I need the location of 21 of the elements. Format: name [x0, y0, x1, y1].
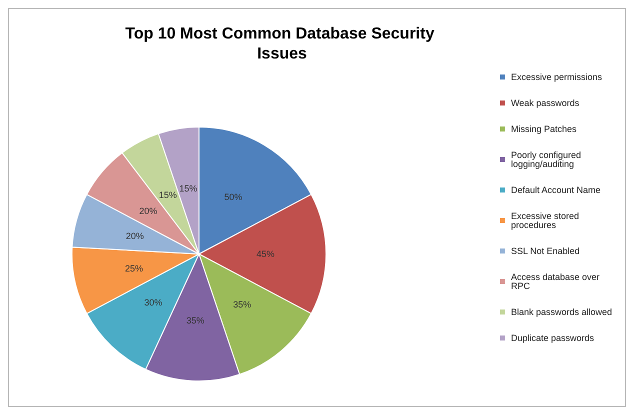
legend-label: Duplicate passwords — [510, 333, 594, 343]
data-label: 45% — [256, 249, 275, 259]
legend-label: Weak passwords — [510, 98, 580, 108]
data-label: 50% — [224, 192, 242, 202]
data-label: 20% — [139, 206, 158, 216]
legend-label: Missing Patches — [510, 124, 577, 134]
data-label: 30% — [144, 297, 162, 308]
legend-label: Access database over RPC — [510, 272, 602, 291]
legend-label: Excessive stored procedures — [510, 211, 582, 230]
legend-label: Excessive permissions — [510, 72, 602, 82]
legend-label: Poorly configured logging/auditing — [510, 150, 584, 169]
legend-label: SSL Not Enabled — [510, 246, 580, 256]
data-label: 15% — [179, 183, 198, 194]
data-label: 15% — [158, 190, 177, 200]
data-label: 35% — [186, 315, 204, 326]
legend-label: Default Account Name — [510, 185, 601, 195]
chart-title: Top 10 Most Common Database Security Issues — [125, 26, 439, 62]
data-label: 35% — [233, 300, 252, 310]
data-label: 20% — [126, 231, 144, 242]
data-label: 25% — [125, 263, 144, 274]
legend-label: Blank passwords allowed — [510, 307, 612, 317]
